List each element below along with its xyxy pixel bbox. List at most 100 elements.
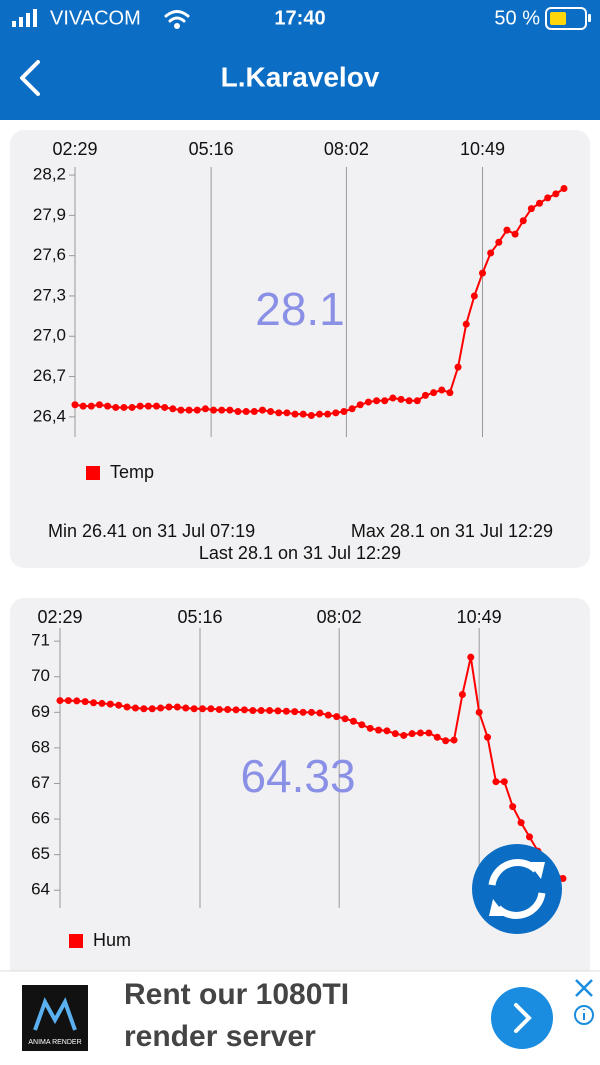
data-point xyxy=(250,407,258,415)
data-point xyxy=(267,407,275,415)
data-point xyxy=(421,391,429,399)
data-point xyxy=(177,406,185,414)
data-point xyxy=(544,194,552,202)
data-point xyxy=(332,409,340,417)
data-point xyxy=(500,778,508,786)
data-point xyxy=(136,402,144,410)
data-point xyxy=(224,705,232,713)
data-point xyxy=(291,708,299,716)
chart-card xyxy=(10,598,590,998)
y-tick-label: 68 xyxy=(31,737,50,756)
ad-text: Rent our 1080TI xyxy=(124,978,349,1011)
data-point xyxy=(356,401,364,409)
ad-text: render server xyxy=(124,1020,316,1053)
y-tick-label: 70 xyxy=(31,666,50,685)
ad-info[interactable] xyxy=(574,1005,594,1025)
data-point xyxy=(266,707,274,715)
stat-text: Last 28.1 on 31 Jul 12:29 xyxy=(199,543,401,563)
ad-close[interactable] xyxy=(575,979,593,997)
y-tick-label: 27,6 xyxy=(33,245,66,264)
data-point xyxy=(226,406,234,414)
data-point xyxy=(397,395,405,403)
data-point xyxy=(400,731,408,739)
charts: 02:29 05:16 08:02 10:49 26,4 26,7 27,0 27,3 27,6… xyxy=(31,139,568,950)
y-tick-label: 26,7 xyxy=(33,366,66,385)
data-point xyxy=(536,199,544,207)
data-point xyxy=(123,703,131,711)
data-point xyxy=(446,389,454,397)
y-tick-label: 26,4 xyxy=(33,406,66,425)
data-point xyxy=(210,406,218,414)
data-point xyxy=(364,398,372,406)
data-point xyxy=(425,729,433,737)
ad-open-button[interactable] xyxy=(491,987,553,1049)
data-point xyxy=(148,705,156,713)
refresh-button[interactable] xyxy=(472,844,562,934)
data-point xyxy=(408,730,416,738)
data-point xyxy=(190,705,198,713)
data-point xyxy=(348,405,356,413)
data-point xyxy=(274,707,282,715)
x-tick-label: 08:02 xyxy=(317,607,362,627)
x-tick-label: 02:29 xyxy=(52,139,97,159)
data-point xyxy=(324,711,332,719)
data-point xyxy=(165,703,173,711)
carrier: VIVACOM xyxy=(50,7,141,29)
wifi-icon xyxy=(164,10,190,29)
data-point xyxy=(257,707,265,715)
data-point xyxy=(358,721,366,729)
data-point xyxy=(81,698,89,706)
data-point xyxy=(454,363,462,371)
data-point xyxy=(381,397,389,405)
data-point xyxy=(140,705,148,713)
data-point xyxy=(517,819,525,827)
data-point xyxy=(201,405,209,413)
data-point xyxy=(185,406,193,414)
ad-logo-mark xyxy=(33,997,77,1031)
data-point xyxy=(366,724,374,732)
data-point xyxy=(450,736,458,744)
data-point xyxy=(157,704,165,712)
data-point xyxy=(519,217,527,225)
y-tick-label: 71 xyxy=(31,631,50,650)
data-point xyxy=(115,701,123,709)
data-point xyxy=(462,320,470,328)
data-point xyxy=(405,397,413,405)
data-point xyxy=(199,705,207,713)
chart-card xyxy=(10,130,590,568)
data-point xyxy=(467,653,475,661)
legend-label: Hum xyxy=(93,930,131,950)
legend-label: Temp xyxy=(110,462,154,482)
data-point xyxy=(234,407,242,415)
data-point xyxy=(324,410,332,418)
data-point xyxy=(56,697,64,705)
data-point xyxy=(218,406,226,414)
data-point xyxy=(131,704,139,712)
data-point xyxy=(484,733,492,741)
back-button[interactable] xyxy=(20,60,40,96)
data-point xyxy=(153,402,160,410)
data-point xyxy=(275,409,283,417)
data-point xyxy=(503,226,511,234)
current-value: 64.33 xyxy=(240,750,355,802)
current-value: 28.1 xyxy=(255,283,345,335)
y-tick-label: 28,2 xyxy=(33,165,66,184)
data-point xyxy=(144,402,152,410)
data-point xyxy=(299,708,307,716)
data-point xyxy=(383,727,391,735)
data-point xyxy=(375,726,383,734)
data-point xyxy=(64,697,72,705)
data-point xyxy=(308,708,315,716)
x-tick-label: 10:49 xyxy=(457,607,502,627)
data-point xyxy=(416,729,424,737)
data-point xyxy=(479,269,486,277)
data-point xyxy=(487,249,495,257)
data-point xyxy=(73,697,81,705)
y-tick-label: 67 xyxy=(31,773,50,792)
data-point xyxy=(161,403,169,411)
data-point xyxy=(283,409,291,417)
data-point xyxy=(389,394,397,402)
data-point xyxy=(90,699,98,707)
